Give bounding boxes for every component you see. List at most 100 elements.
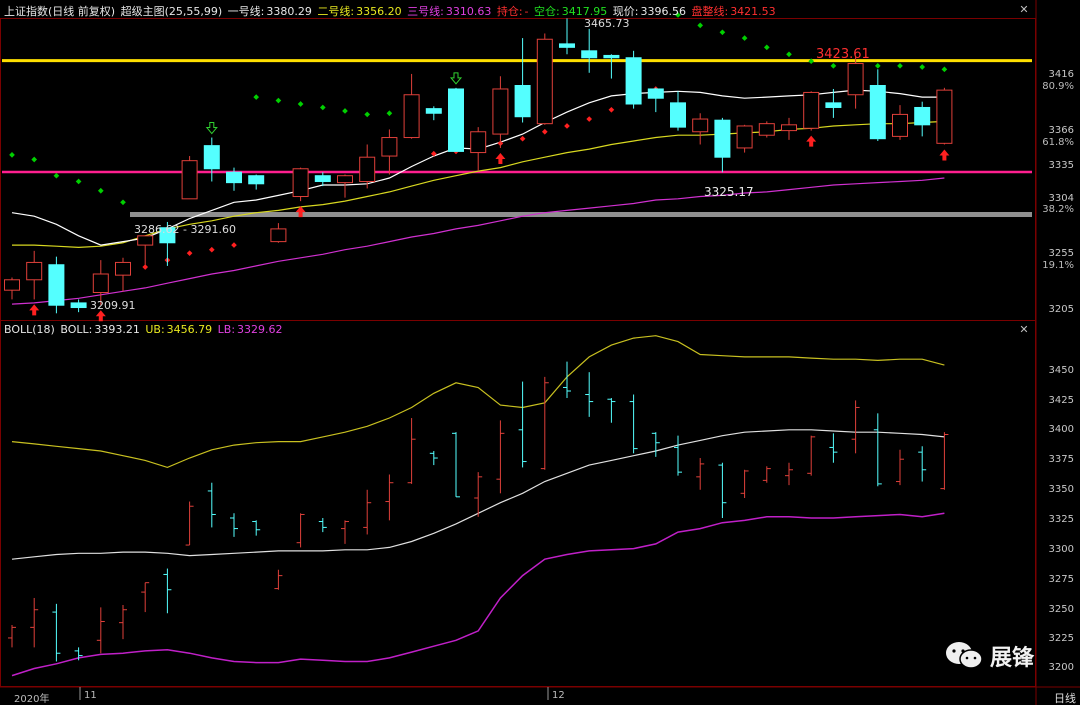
main-candle bbox=[914, 106, 931, 126]
sell-arrow-icon bbox=[205, 122, 218, 135]
main-candle bbox=[892, 113, 908, 137]
ub-value: 3456.79 bbox=[166, 323, 213, 336]
main-candle bbox=[70, 302, 87, 309]
price-label: 现价: bbox=[612, 5, 639, 18]
signal-dot bbox=[386, 110, 393, 117]
main-candle bbox=[847, 63, 864, 96]
main-candle bbox=[692, 118, 709, 133]
main-candle bbox=[514, 85, 531, 118]
signal-dot bbox=[763, 44, 770, 51]
signal-dot bbox=[919, 64, 926, 70]
date-label: 11 bbox=[84, 690, 97, 701]
main-candle bbox=[4, 279, 20, 291]
signal-dot bbox=[897, 63, 903, 69]
buy-arrow-icon bbox=[939, 149, 950, 161]
axis-label: 3225 bbox=[1048, 633, 1074, 644]
main-candle bbox=[869, 85, 886, 140]
signal-dot bbox=[253, 94, 260, 100]
yellow-line-value: 3423.61 bbox=[816, 47, 870, 62]
signal-dot bbox=[9, 152, 15, 158]
signal-dot bbox=[675, 12, 681, 18]
main-candle bbox=[936, 89, 953, 144]
axis-label: 3300 bbox=[1048, 544, 1074, 555]
buy-arrow-icon bbox=[95, 310, 106, 322]
wechat-icon bbox=[946, 642, 983, 669]
main-candle bbox=[492, 88, 509, 135]
signal-dot bbox=[53, 172, 60, 179]
buy-arrow-icon bbox=[295, 206, 306, 218]
line1-label: 一号线: bbox=[227, 5, 265, 18]
main-candle bbox=[670, 102, 686, 128]
main-candle bbox=[625, 57, 642, 105]
main-candle bbox=[359, 156, 376, 182]
buy-arrow-icon bbox=[29, 304, 40, 316]
axis-pct-label: 80.9% bbox=[1042, 81, 1074, 92]
empty-value: 3417.95 bbox=[561, 5, 608, 18]
close-icon[interactable]: ✕ bbox=[1019, 3, 1029, 16]
signal-dot bbox=[941, 66, 948, 73]
main-candle bbox=[403, 94, 420, 139]
signal-dot bbox=[142, 264, 149, 270]
high-annotation: 3465.73 bbox=[584, 17, 630, 30]
signal-dot bbox=[75, 178, 82, 185]
axis-label: 3450 bbox=[1048, 365, 1074, 376]
boll-header: BOLL(18) BOLL: 3393.21 UB: 3456.79 LB: 3329… bbox=[4, 323, 285, 336]
empty-label: 空仓: bbox=[534, 5, 560, 18]
axis-label: 3375 bbox=[1048, 454, 1074, 465]
line3-label: 三号线: bbox=[407, 5, 444, 18]
boll-ub-series bbox=[11, 335, 945, 469]
watermark-text: 展锋 bbox=[990, 646, 1035, 671]
line2-label: 二号线: bbox=[317, 5, 355, 18]
main-candle bbox=[448, 88, 464, 152]
main-candle bbox=[203, 145, 220, 170]
main-candle bbox=[581, 50, 598, 59]
watermark: 展锋 bbox=[944, 640, 1034, 672]
lb-value: 3329.62 bbox=[237, 323, 283, 336]
main-candle bbox=[137, 235, 154, 246]
axis-label: 3325 bbox=[1048, 514, 1074, 525]
range-annotation: 3286.62 - 3291.60 bbox=[134, 223, 236, 236]
axis-pct-label: 61.8% bbox=[1042, 137, 1074, 148]
signal-dot bbox=[275, 97, 282, 104]
lb-label: LB: bbox=[217, 323, 236, 336]
main-candle bbox=[536, 38, 553, 125]
main-candle bbox=[270, 228, 287, 243]
price-value: 3396.56 bbox=[640, 5, 686, 18]
main-candle bbox=[337, 175, 353, 184]
main-chart-header: 上证指数(日线 前复权) 超级主图(25,55,99) 一号线: 3380.29 … bbox=[4, 3, 778, 19]
main-candle bbox=[647, 88, 664, 99]
axis-label: 3350 bbox=[1048, 484, 1074, 495]
signal-dot bbox=[564, 123, 570, 129]
axis-label: 3250 bbox=[1048, 604, 1074, 615]
signal-dot bbox=[231, 242, 237, 248]
main-candle bbox=[603, 54, 620, 59]
close-icon[interactable]: ✕ bbox=[1019, 323, 1029, 336]
signal-dot bbox=[319, 104, 326, 111]
axis-label: 3304 bbox=[1048, 193, 1074, 204]
main-candle bbox=[26, 261, 43, 281]
boll-lb-series bbox=[11, 512, 945, 677]
main-candle bbox=[425, 108, 442, 114]
hold-label: 持仓: bbox=[496, 5, 523, 18]
signal-dot bbox=[874, 63, 881, 69]
line1-value: 3380.29 bbox=[266, 5, 312, 18]
symbol-title[interactable]: 上证指数(日线 前复权) bbox=[4, 5, 116, 18]
axis-label: 3335 bbox=[1048, 160, 1074, 171]
main-candle bbox=[781, 124, 797, 132]
signal-dot bbox=[97, 187, 104, 194]
signal-dot bbox=[342, 108, 348, 114]
axis-label: 3275 bbox=[1048, 574, 1074, 585]
indicator-name[interactable]: 超级主图(25,55,99) bbox=[120, 5, 223, 18]
axis-label: 3200 bbox=[1048, 662, 1074, 673]
main-candle bbox=[825, 102, 842, 108]
timeframe-label[interactable]: 日线 bbox=[1054, 692, 1076, 705]
signal-dot bbox=[608, 106, 615, 113]
signal-dot bbox=[541, 128, 548, 135]
main-candle bbox=[736, 125, 753, 149]
boll-value: 3393.21 bbox=[94, 323, 140, 336]
ub-label: UB: bbox=[145, 323, 165, 336]
boll-name[interactable]: BOLL(18) bbox=[4, 323, 55, 336]
axis-label: 3416 bbox=[1048, 69, 1074, 80]
